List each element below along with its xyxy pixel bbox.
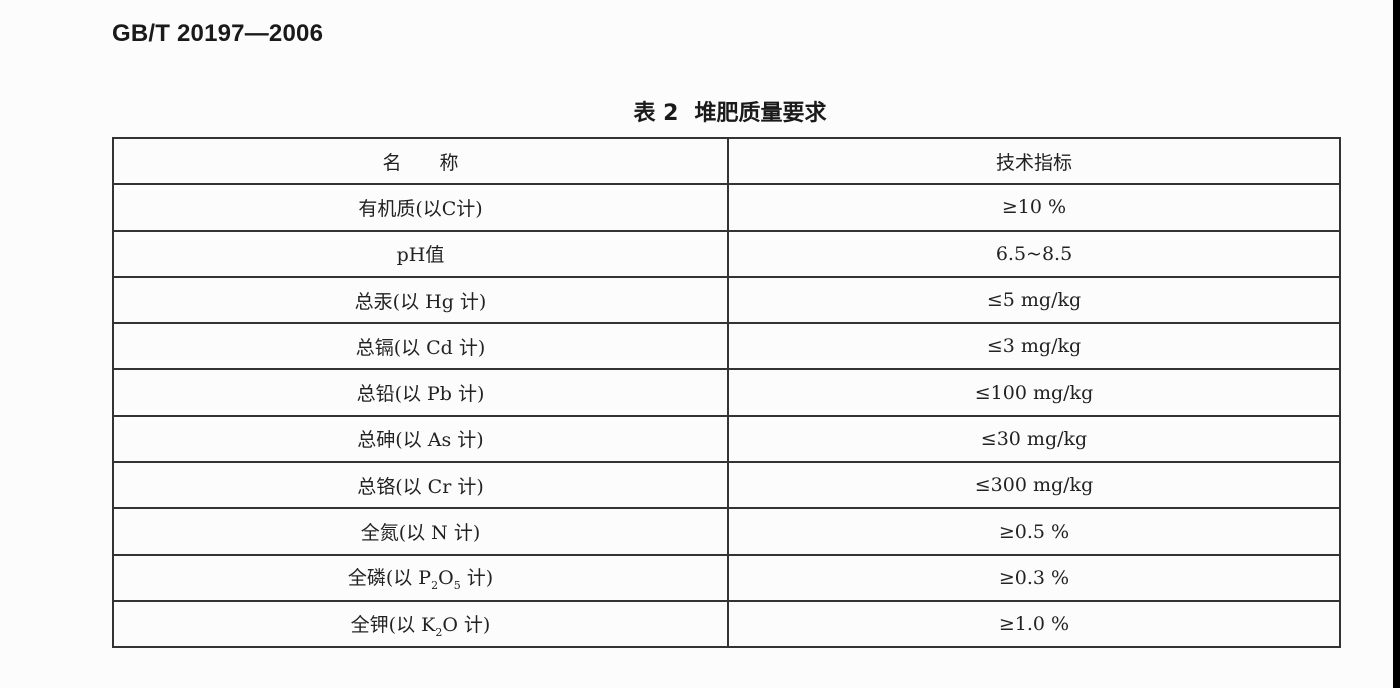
table-row: 总镉(以 Cd 计) ≤3 mg/kg [112,322,1341,371]
header-name: 名 称 [112,136,729,186]
name-text: 计) [460,567,494,590]
item-name: 总汞(以 Hg 计) [112,275,729,325]
item-name: 全钾(以 K2O 计) [112,599,729,649]
subscript: 2 [431,579,439,593]
table-row: 总铅(以 Pb 计) ≤100 mg/kg [112,368,1341,417]
table-row: pH值 6.5~8.5 [112,229,1341,278]
item-value: ≤30 mg/kg [727,414,1341,464]
name-text: O 计) [442,613,491,636]
name-text: 全钾(以 K [350,613,436,636]
table-row: 有机质(以C计) ≥10 % [112,183,1341,232]
table-number: 表 2 [633,101,679,126]
table-row: 全钾(以 K2O 计) ≥1.0 % [112,599,1341,649]
item-value: ≤3 mg/kg [727,322,1341,371]
scan-edge [1393,0,1400,688]
item-name: 全氮(以 N 计) [112,507,729,556]
item-name: 全磷(以 P2O5 计) [112,553,729,602]
item-name: pH值 [112,229,729,278]
item-name: 总铅(以 Pb 计) [112,368,729,417]
header-indicator: 技术指标 [727,136,1341,186]
table-row: 总砷(以 As 计) ≤30 mg/kg [112,414,1341,464]
item-name: 总镉(以 Cd 计) [112,322,729,371]
subscript: 5 [453,579,461,593]
subscript: 2 [435,625,443,639]
item-value: ≥10 % [727,183,1341,232]
item-value: 6.5~8.5 [727,229,1341,278]
item-value: ≤300 mg/kg [727,461,1341,510]
table-header-row: 名 称 技术指标 [112,136,1341,186]
item-name: 总铬(以 Cr 计) [112,461,729,510]
item-value: ≥0.5 % [727,507,1341,556]
item-value: ≥0.3 % [727,553,1341,602]
item-value: ≤100 mg/kg [727,368,1341,417]
table-caption: 表 2 堆肥质量要求 [0,95,1400,127]
standard-number: GB/T 20197—2006 [112,20,324,47]
item-value: ≤5 mg/kg [727,275,1341,325]
table-row: 全磷(以 P2O5 计) ≥0.3 % [112,553,1341,602]
name-text: O [438,567,454,590]
name-text: 全磷(以 P [347,567,432,590]
item-name: 总砷(以 As 计) [112,414,729,464]
table-row: 全氮(以 N 计) ≥0.5 % [112,507,1341,556]
table-title: 堆肥质量要求 [694,101,827,126]
table-row: 总铬(以 Cr 计) ≤300 mg/kg [112,461,1341,510]
item-name: 有机质(以C计) [112,183,729,232]
quality-requirements-table: 名 称 技术指标 有机质(以C计) ≥10 % pH值 6.5~8.5 总汞(以 H… [112,136,1341,649]
table-row: 总汞(以 Hg 计) ≤5 mg/kg [112,275,1341,325]
item-value: ≥1.0 % [727,599,1341,649]
